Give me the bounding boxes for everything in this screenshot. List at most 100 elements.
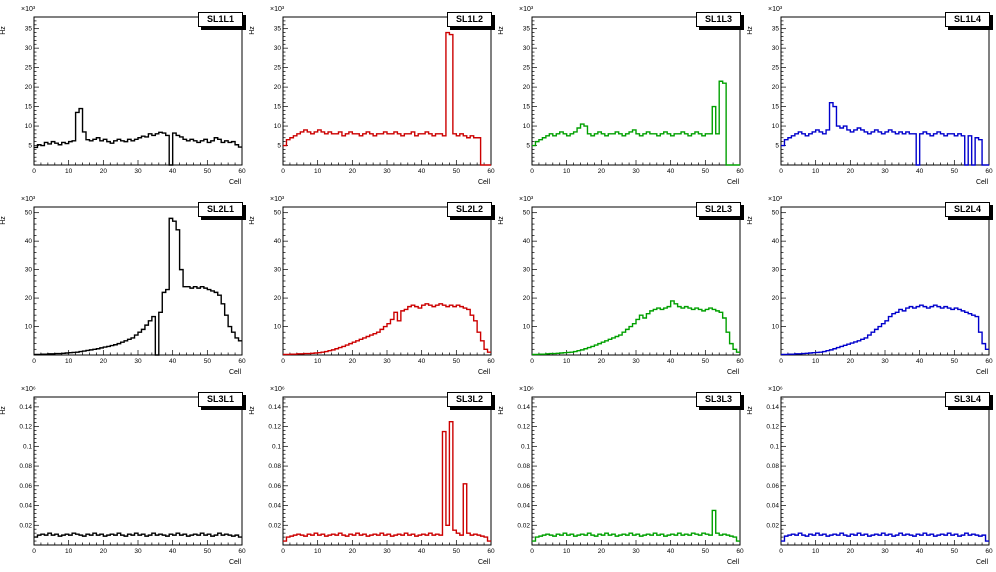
y-axis-label: Hz xyxy=(0,216,7,225)
svg-text:30: 30 xyxy=(632,548,640,555)
svg-text:10: 10 xyxy=(772,324,780,331)
svg-text:30: 30 xyxy=(632,168,640,175)
svg-text:20: 20 xyxy=(349,358,357,365)
histogram-title: SL3L4 xyxy=(944,392,990,407)
panel-sl2l4: 0 10 20 30 40 50 60 10 20 30 40 50 Hz ×10³ Cell SL2… xyxy=(747,191,996,381)
svg-text:0.14: 0.14 xyxy=(268,404,281,411)
svg-text:0.1: 0.1 xyxy=(521,443,530,450)
y-axis-label: Hz xyxy=(0,406,7,415)
svg-text:15: 15 xyxy=(523,104,531,111)
svg-text:10: 10 xyxy=(274,123,282,130)
svg-text:0: 0 xyxy=(779,358,783,365)
svg-text:20: 20 xyxy=(25,295,33,302)
svg-text:30: 30 xyxy=(25,45,33,52)
svg-text:40: 40 xyxy=(169,358,177,365)
svg-text:50: 50 xyxy=(702,168,710,175)
panel-sl1l4: 0 10 20 30 40 50 60 5 10 15 20 25 30 35 Hz ×10³ Cell … xyxy=(747,1,996,191)
svg-text:30: 30 xyxy=(881,548,889,555)
svg-text:0: 0 xyxy=(32,548,36,555)
svg-text:0.12: 0.12 xyxy=(517,424,530,431)
svg-text:0.1: 0.1 xyxy=(272,443,281,450)
svg-text:50: 50 xyxy=(523,210,531,217)
svg-text:0.08: 0.08 xyxy=(517,463,530,470)
svg-text:0.04: 0.04 xyxy=(766,503,779,510)
svg-text:25: 25 xyxy=(772,65,780,72)
svg-text:50: 50 xyxy=(702,358,710,365)
svg-text:0.12: 0.12 xyxy=(766,424,779,431)
histogram-plot: 0 10 20 30 40 50 60 5 10 15 20 25 30 35 xyxy=(772,16,993,175)
svg-text:0: 0 xyxy=(779,168,783,175)
svg-text:35: 35 xyxy=(274,26,282,33)
svg-text:5: 5 xyxy=(526,143,530,150)
svg-text:20: 20 xyxy=(274,84,282,91)
histogram-title: SL1L4 xyxy=(944,12,990,27)
svg-text:0.06: 0.06 xyxy=(268,483,281,490)
svg-text:15: 15 xyxy=(25,104,33,111)
svg-text:30: 30 xyxy=(881,358,889,365)
svg-text:5: 5 xyxy=(775,143,779,150)
svg-text:40: 40 xyxy=(667,168,675,175)
svg-text:0.08: 0.08 xyxy=(268,463,281,470)
histogram-title: SL3L3 xyxy=(695,392,741,407)
svg-text:10: 10 xyxy=(314,548,322,555)
svg-text:60: 60 xyxy=(736,168,744,175)
svg-text:20: 20 xyxy=(847,168,855,175)
y-axis-multiplier: ×10⁶ xyxy=(519,386,534,393)
svg-text:0.02: 0.02 xyxy=(268,522,281,529)
svg-text:0: 0 xyxy=(530,358,534,365)
svg-text:0.1: 0.1 xyxy=(23,443,32,450)
svg-text:25: 25 xyxy=(274,65,282,72)
panel-sl2l1: 0 10 20 30 40 50 60 10 20 30 40 50 Hz ×10³ Cell SL2… xyxy=(0,191,249,381)
svg-text:30: 30 xyxy=(134,358,142,365)
svg-text:30: 30 xyxy=(134,548,142,555)
x-axis-label: Cell xyxy=(477,179,490,186)
svg-text:40: 40 xyxy=(523,238,531,245)
y-axis-multiplier: ×10⁶ xyxy=(21,386,36,393)
y-axis-label: Hz xyxy=(746,406,754,415)
histogram-plot: 0 10 20 30 40 50 60 0.02 0.04 0.06 0.08 0.1 0.12 0.14 xyxy=(766,396,993,555)
svg-text:10: 10 xyxy=(812,548,820,555)
svg-text:40: 40 xyxy=(667,548,675,555)
svg-text:40: 40 xyxy=(418,358,426,365)
svg-text:0.06: 0.06 xyxy=(19,483,32,490)
svg-text:40: 40 xyxy=(169,168,177,175)
svg-text:30: 30 xyxy=(523,45,531,52)
svg-text:60: 60 xyxy=(487,358,495,365)
svg-text:50: 50 xyxy=(951,358,959,365)
svg-text:30: 30 xyxy=(881,168,889,175)
svg-text:10: 10 xyxy=(523,123,531,130)
x-axis-label: Cell xyxy=(228,179,241,186)
svg-text:40: 40 xyxy=(772,238,780,245)
svg-text:50: 50 xyxy=(453,168,461,175)
svg-text:50: 50 xyxy=(204,168,212,175)
svg-text:10: 10 xyxy=(563,358,571,365)
svg-text:50: 50 xyxy=(25,210,33,217)
y-axis-label: Hz xyxy=(248,26,256,35)
svg-text:40: 40 xyxy=(916,168,924,175)
panel-sl2l2: 0 10 20 30 40 50 60 10 20 30 40 50 Hz ×10³ Cell SL2… xyxy=(249,191,498,381)
y-axis-label: Hz xyxy=(0,26,7,35)
svg-text:10: 10 xyxy=(812,168,820,175)
svg-text:20: 20 xyxy=(100,548,108,555)
svg-text:20: 20 xyxy=(598,358,606,365)
svg-text:0: 0 xyxy=(32,358,36,365)
svg-text:50: 50 xyxy=(453,358,461,365)
svg-text:0: 0 xyxy=(281,548,285,555)
x-axis-label: Cell xyxy=(975,369,988,376)
svg-text:60: 60 xyxy=(487,168,495,175)
svg-text:25: 25 xyxy=(25,65,33,72)
svg-text:60: 60 xyxy=(238,548,246,555)
svg-text:10: 10 xyxy=(314,168,322,175)
svg-text:0.14: 0.14 xyxy=(19,404,32,411)
histogram-plot: 0 10 20 30 40 50 60 5 10 15 20 25 30 35 xyxy=(523,16,744,175)
svg-text:30: 30 xyxy=(632,358,640,365)
svg-text:0.04: 0.04 xyxy=(268,503,281,510)
histogram-plot: 0 10 20 30 40 50 60 10 20 30 40 50 xyxy=(25,206,246,365)
svg-text:0.04: 0.04 xyxy=(19,503,32,510)
y-axis-label: Hz xyxy=(248,406,256,415)
svg-text:0.02: 0.02 xyxy=(517,522,530,529)
x-axis-label: Cell xyxy=(477,559,490,566)
y-axis-multiplier: ×10⁶ xyxy=(270,386,285,393)
histogram-plot: 0 10 20 30 40 50 60 5 10 15 20 25 30 35 xyxy=(25,16,246,175)
